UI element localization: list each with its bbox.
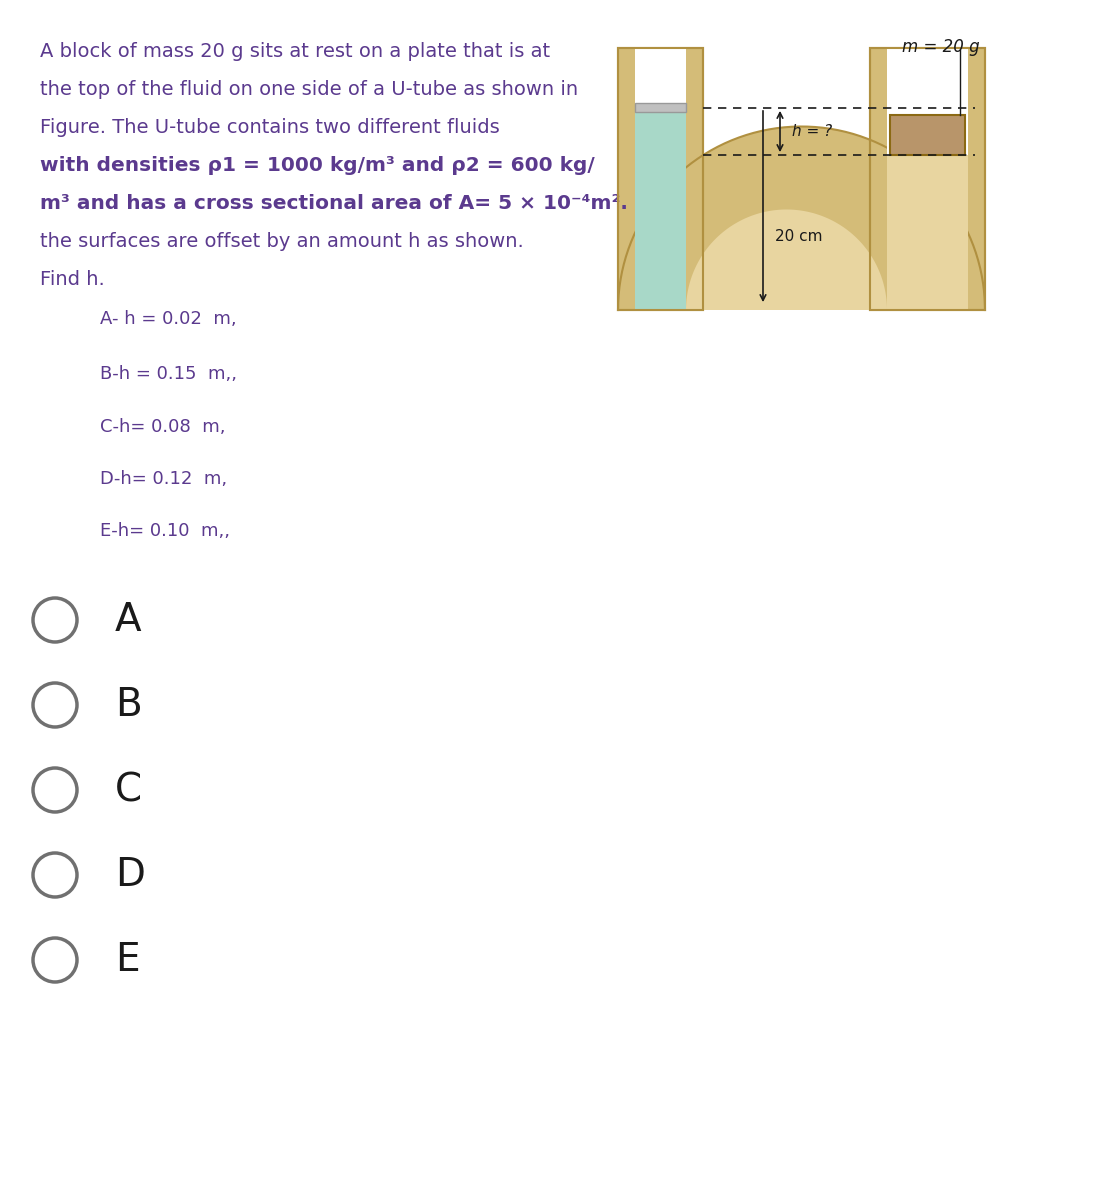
Text: C: C (115, 771, 142, 810)
Bar (635, 103, 686, 112)
Polygon shape (618, 127, 985, 310)
Text: h = ?: h = ? (792, 124, 832, 139)
Text: E: E (115, 941, 139, 979)
Text: m = 20 g: m = 20 g (903, 38, 981, 56)
Text: D-h= 0.12  m,: D-h= 0.12 m, (100, 470, 227, 488)
Text: B: B (115, 687, 142, 724)
Text: the top of the fluid on one side of a U-tube as shown in: the top of the fluid on one side of a U-… (40, 80, 579, 99)
Bar (635, 107, 686, 310)
Text: m³ and has a cross sectional area of A= 5 × 10⁻⁴m². If: m³ and has a cross sectional area of A= … (40, 193, 651, 213)
Text: C-h= 0.08  m,: C-h= 0.08 m, (100, 418, 225, 436)
Text: D: D (115, 856, 145, 894)
Text: Find h.: Find h. (40, 270, 104, 289)
Bar (890, 115, 965, 155)
Polygon shape (686, 209, 887, 310)
Bar (870, 48, 985, 310)
Bar (635, 48, 686, 107)
Bar (618, 48, 703, 310)
Text: Figure. The U-tube contains two different fluids: Figure. The U-tube contains two differen… (40, 118, 500, 137)
Text: A block of mass 20 g sits at rest on a plate that is at: A block of mass 20 g sits at rest on a p… (40, 42, 550, 61)
Text: B-h = 0.15  m,,: B-h = 0.15 m,, (100, 365, 237, 383)
Text: 20 cm: 20 cm (775, 229, 822, 244)
Bar (887, 155, 968, 310)
Text: A- h = 0.02  m,: A- h = 0.02 m, (100, 310, 237, 328)
Text: with densities ρ1 = 1000 kg/m³ and ρ2 = 600 kg/: with densities ρ1 = 1000 kg/m³ and ρ2 = … (40, 156, 595, 176)
Bar (887, 48, 968, 155)
Bar (870, 48, 985, 310)
Bar (618, 48, 703, 310)
Text: A: A (115, 601, 142, 639)
Text: the surfaces are offset by an amount h as shown.: the surfaces are offset by an amount h a… (40, 232, 524, 251)
Text: E-h= 0.10  m,,: E-h= 0.10 m,, (100, 522, 229, 540)
